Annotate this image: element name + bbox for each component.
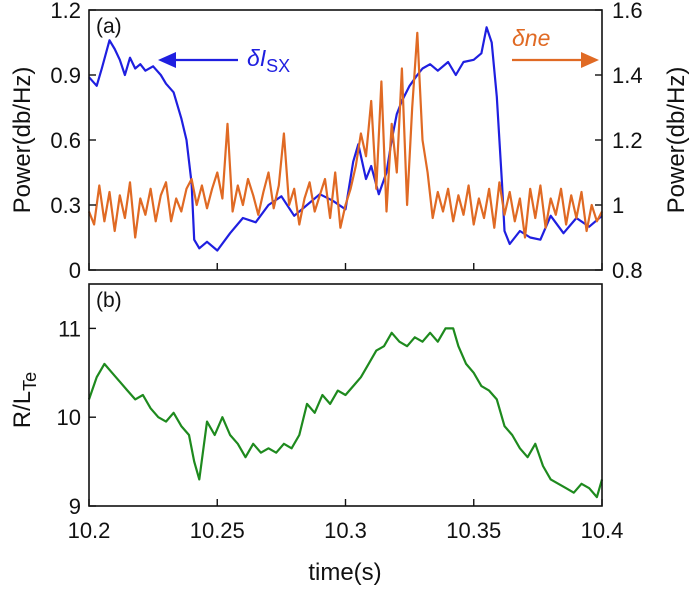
panel-a-left-tick-label: 0.6 bbox=[50, 128, 81, 153]
panel-b-y-ticks: 9 10 11 bbox=[57, 316, 96, 519]
panel-a-right-tick-label: 1 bbox=[612, 193, 624, 218]
panel-b-ylabel: R/LTe bbox=[9, 372, 40, 428]
panel-a-right-ylabel: Power(db/Hz) bbox=[663, 67, 690, 214]
panel-b-x-tick-label: 10.4 bbox=[581, 518, 624, 543]
panel-b-y-tick-label: 10 bbox=[57, 405, 81, 430]
panel-a-left-tick-label: 0.9 bbox=[50, 63, 81, 88]
annotation-isx-label: δISX bbox=[247, 45, 290, 76]
panel-b-xlabel: time(s) bbox=[308, 559, 381, 586]
panel-a-right-ticks: 0.8 1 1.2 1.4 1.6 bbox=[595, 0, 643, 283]
panel-b-label: (b) bbox=[96, 289, 122, 312]
panel-b-x-tick-label: 10.2 bbox=[68, 518, 111, 543]
panel-b-x-tick-label: 10.3 bbox=[324, 518, 367, 543]
panel-a-left-ticks: 0 0.3 0.6 0.9 1.2 bbox=[50, 0, 96, 283]
panel-a-right-tick-label: 0.8 bbox=[612, 258, 643, 283]
panel-b-plot-area bbox=[87, 327, 604, 499]
isx-series-line bbox=[88, 26, 603, 252]
annotation-isx: δISX bbox=[158, 45, 290, 76]
panel-b-x-tick-label: 10.35 bbox=[446, 518, 501, 543]
right-arrow-icon bbox=[581, 52, 599, 68]
panel-a-right-tick-label: 1.4 bbox=[612, 63, 643, 88]
panel-a-left-tick-label: 0.3 bbox=[50, 193, 81, 218]
panel-b: 9 10 11 10.2 10.25 10.3 10.35 10.4 (b) R/LTe t… bbox=[9, 283, 624, 586]
panel-a-left-tick-label: 0 bbox=[69, 258, 81, 283]
rlte-series-line bbox=[87, 327, 604, 499]
panel-a-label: (a) bbox=[96, 15, 122, 38]
left-arrow-icon bbox=[158, 52, 176, 68]
annotation-ne-label: δne bbox=[512, 25, 550, 51]
panel-b-x-ticks: 10.2 10.25 10.3 10.35 10.4 bbox=[68, 499, 624, 543]
panel-a-right-tick-label: 1.2 bbox=[612, 128, 643, 153]
panel-a-left-tick-label: 1.2 bbox=[50, 0, 81, 23]
panel-b-x-tick-label: 10.25 bbox=[190, 518, 245, 543]
panel-a-x-tickmarks bbox=[88, 263, 603, 270]
panel-a: 0 0.3 0.6 0.9 1.2 0.8 1 1.2 1.4 1.6 (a) Power(db… bbox=[9, 0, 690, 283]
annotation-ne: δne bbox=[512, 25, 599, 68]
panel-b-y-tick-label: 9 bbox=[69, 494, 81, 519]
panel-a-left-ylabel: Power(db/Hz) bbox=[9, 67, 36, 214]
panel-a-plot-area bbox=[87, 26, 603, 252]
ne-series-line bbox=[87, 31, 603, 239]
panel-a-right-tick-label: 1.6 bbox=[612, 0, 643, 23]
panel-b-y-tick-label: 11 bbox=[58, 316, 81, 341]
